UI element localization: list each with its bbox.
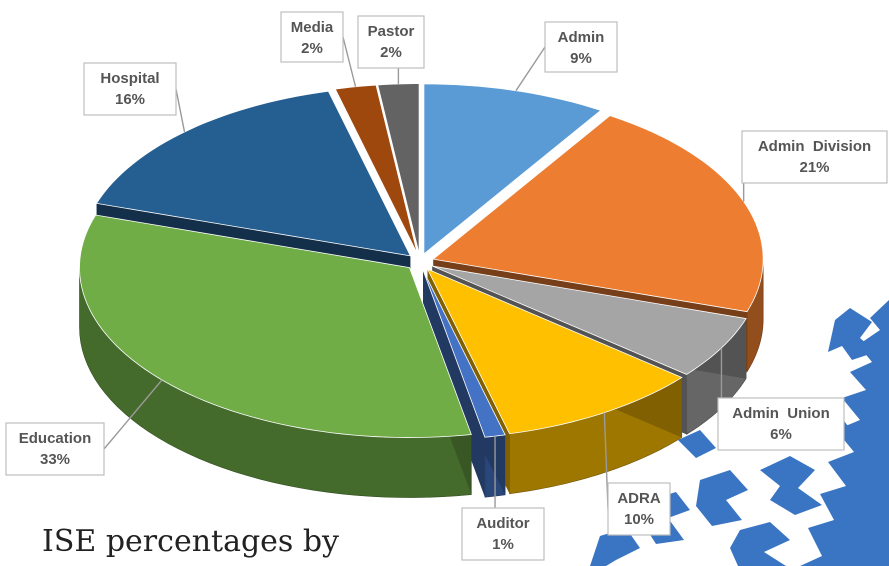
data-label-name: Auditor (476, 515, 529, 532)
slide-caption: ISE percentages by (42, 524, 339, 559)
pie-chart (79, 84, 763, 498)
data-label-name: Admin Union (732, 405, 830, 422)
map-fragment-1 (828, 308, 876, 360)
data-label-percent: 33% (40, 451, 70, 468)
map-fragment-7 (678, 430, 716, 458)
leader-line-admin (516, 47, 545, 91)
leader-line-hospital (176, 89, 185, 132)
data-label-percent: 10% (624, 511, 654, 528)
map-fragment-3 (696, 470, 748, 526)
data-label-percent: 21% (799, 159, 829, 176)
map-fragment-5 (730, 522, 790, 566)
leader-line-media (343, 37, 356, 87)
data-label-percent: 6% (770, 426, 792, 443)
data-label-name: ADRA (617, 490, 660, 507)
data-label-percent: 2% (380, 44, 402, 61)
data-label-name: Media (291, 19, 334, 36)
pie-top-faces (80, 84, 764, 438)
data-label-name: Admin (558, 29, 605, 46)
data-label-name: Admin Division (758, 138, 871, 155)
data-label-percent: 9% (570, 50, 592, 67)
data-label-name: Education (19, 430, 92, 447)
data-label-percent: 2% (301, 40, 323, 57)
data-label-name: Hospital (100, 70, 159, 87)
map-fragment-2 (760, 456, 822, 515)
data-label-percent: 1% (492, 536, 514, 553)
data-label-name: Pastor (368, 23, 415, 40)
data-label-percent: 16% (115, 91, 145, 108)
